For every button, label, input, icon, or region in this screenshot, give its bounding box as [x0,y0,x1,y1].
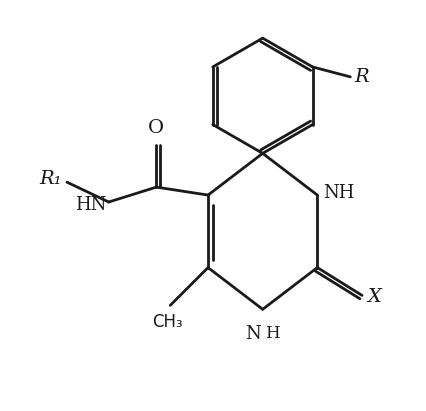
Text: CH₃: CH₃ [152,313,182,331]
Text: H: H [264,325,279,342]
Text: HN: HN [75,196,106,214]
Text: R₁: R₁ [39,170,62,188]
Text: N: N [245,325,260,343]
Text: X: X [366,289,380,306]
Text: R: R [354,68,368,86]
Text: O: O [148,120,164,137]
Text: NH: NH [322,184,354,202]
